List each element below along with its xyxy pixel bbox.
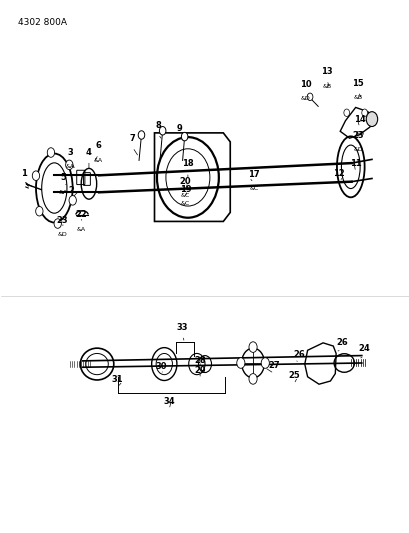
Circle shape	[47, 148, 54, 157]
Text: 34: 34	[163, 397, 175, 406]
Text: 24: 24	[358, 344, 370, 353]
Text: 2: 2	[68, 186, 74, 195]
Text: 29: 29	[194, 366, 205, 375]
Text: 31: 31	[111, 375, 123, 384]
Text: &D: &D	[300, 96, 310, 101]
Text: 27: 27	[268, 361, 279, 370]
Text: 23: 23	[56, 216, 68, 224]
Circle shape	[69, 196, 76, 205]
Text: 10: 10	[299, 80, 311, 89]
Text: 4: 4	[86, 148, 92, 157]
Text: 7: 7	[129, 134, 135, 143]
Text: 18: 18	[182, 159, 193, 168]
Text: 12: 12	[333, 169, 344, 178]
Text: &A: &A	[76, 227, 85, 232]
Text: &A: &A	[94, 158, 103, 163]
Circle shape	[36, 206, 43, 216]
Text: 1: 1	[21, 169, 27, 178]
Text: 22: 22	[75, 211, 87, 219]
Circle shape	[361, 109, 366, 116]
Text: 13: 13	[321, 67, 332, 76]
Text: &B: &B	[354, 131, 364, 136]
Circle shape	[181, 132, 187, 141]
Text: 9: 9	[176, 124, 182, 133]
Circle shape	[159, 126, 166, 135]
Circle shape	[54, 219, 61, 228]
Text: 25: 25	[287, 372, 299, 381]
Text: 17: 17	[247, 170, 259, 179]
Text: 33: 33	[176, 322, 188, 332]
Text: 28: 28	[194, 356, 205, 365]
Circle shape	[248, 374, 256, 384]
Circle shape	[261, 358, 269, 368]
Text: 20: 20	[179, 177, 191, 186]
Text: 26: 26	[293, 350, 305, 359]
Text: &B: &B	[353, 95, 362, 100]
Text: &C: &C	[180, 201, 190, 206]
Circle shape	[248, 342, 256, 352]
Text: 23: 23	[351, 131, 363, 140]
Text: &D: &D	[353, 147, 362, 152]
Text: 30: 30	[155, 362, 166, 371]
Text: &A: &A	[66, 164, 75, 169]
Circle shape	[343, 109, 349, 116]
Text: 15: 15	[351, 79, 363, 88]
Circle shape	[32, 171, 40, 181]
Text: 4302 800A: 4302 800A	[18, 18, 67, 27]
Circle shape	[236, 358, 244, 368]
Text: 5: 5	[60, 173, 66, 182]
Text: 14: 14	[353, 115, 365, 124]
Circle shape	[306, 93, 312, 101]
Text: &D: &D	[57, 232, 67, 237]
Text: 26: 26	[335, 337, 347, 346]
Text: &C: &C	[180, 193, 190, 198]
Text: 3: 3	[67, 148, 73, 157]
Text: &A: &A	[58, 190, 67, 195]
Text: 11: 11	[349, 159, 361, 168]
Circle shape	[65, 160, 73, 169]
Text: &C: &C	[249, 187, 258, 191]
Text: &B: &B	[322, 84, 331, 88]
Text: 19: 19	[179, 185, 191, 194]
Circle shape	[365, 112, 377, 126]
Text: 6: 6	[95, 141, 101, 150]
Text: 8: 8	[155, 121, 161, 130]
Circle shape	[138, 131, 144, 139]
